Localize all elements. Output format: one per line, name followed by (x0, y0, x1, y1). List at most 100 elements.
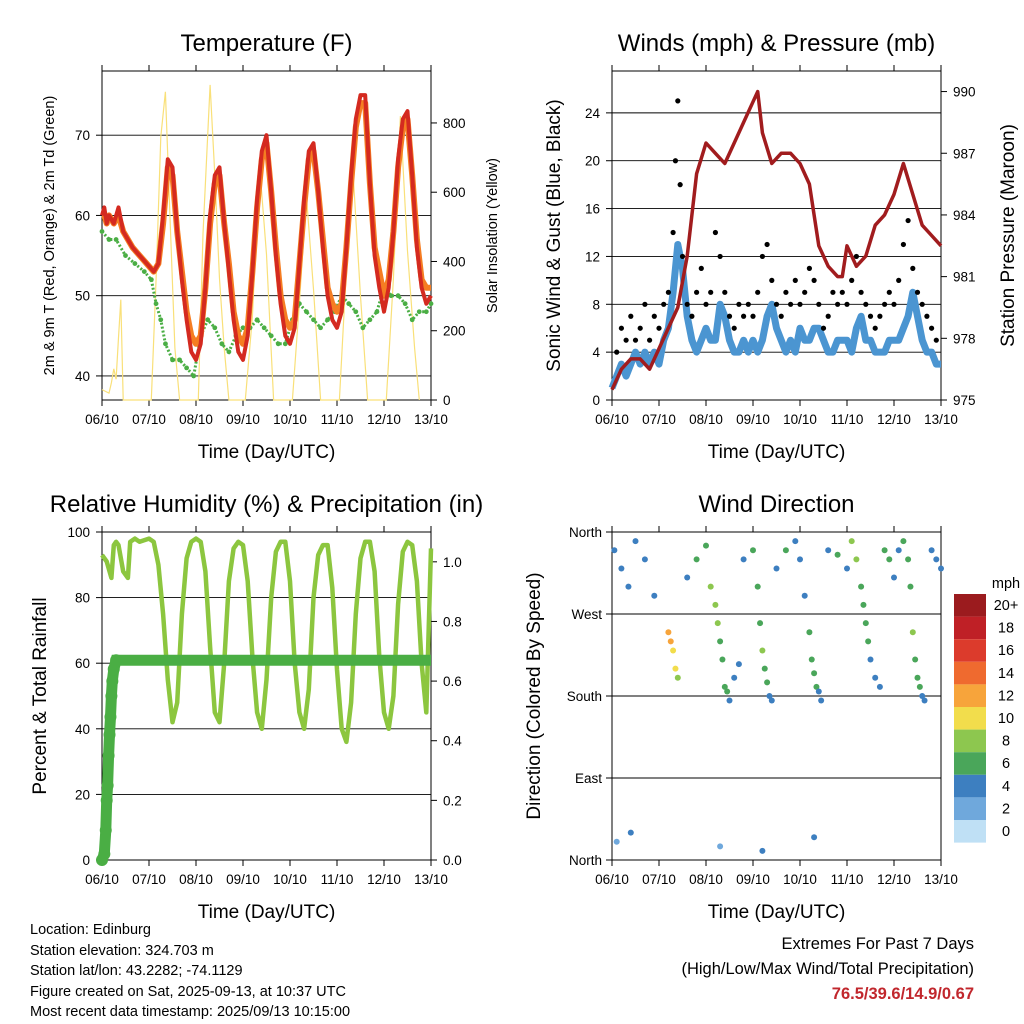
direction-point (905, 556, 912, 563)
gust-point (891, 301, 897, 307)
y-tick-label-winds: 12 (585, 249, 600, 264)
y2-tick-label-winds: 975 (953, 393, 976, 408)
x-tick-label-wind-direction: 10/10 (783, 872, 817, 887)
colorbar-swatch (954, 752, 986, 775)
colorbar-label: 16 (998, 643, 1014, 659)
gust-point (726, 313, 733, 319)
extremes-box: Extremes For Past 7 Days (High/Low/Max W… (681, 932, 974, 1007)
dewpoint-point (205, 317, 211, 323)
gust-point (712, 229, 719, 236)
gust-point (835, 301, 841, 307)
x-axis-label-temperature: Time (Day/UTC) (198, 442, 336, 463)
y-tick-label-humidity: 0 (82, 853, 90, 868)
x-tick-label-wind-direction: 11/10 (831, 872, 864, 887)
plot-frame-winds-pressure (611, 70, 942, 401)
gust-point (745, 301, 751, 307)
x-tick-label-winds-pressure: 11/10 (831, 412, 864, 427)
y2-tick-label-temperature: 200 (443, 324, 466, 339)
y-tick-label-temperature: 40 (75, 369, 90, 384)
gust-point (722, 289, 728, 295)
station-location: Location: Edinburg (30, 922, 151, 938)
x-tick-label-wind-direction: 12/10 (877, 872, 911, 887)
x-tick-label-winds-pressure: 08/10 (689, 412, 723, 427)
gust-point (806, 265, 813, 271)
x-tick-label-winds-pressure: 10/10 (783, 412, 817, 427)
gust-point (675, 98, 681, 104)
gust-point (731, 325, 737, 331)
x-tick-label-humidity-precip: 09/10 (226, 872, 260, 887)
gust-point (778, 313, 784, 319)
direction-point (792, 538, 799, 545)
direction-point (912, 656, 919, 663)
direction-point (670, 647, 677, 654)
direction-point (693, 556, 700, 563)
direction-point (865, 638, 872, 645)
direction-point (797, 556, 803, 563)
direction-point (928, 547, 935, 554)
y-axis-label-winds: Sonic Wind & Gust (Blue, Black) (544, 99, 565, 371)
direction-point (712, 601, 719, 608)
gust-point (886, 289, 892, 295)
gust-point (651, 313, 657, 319)
rainfall-point (110, 654, 123, 667)
colorbar-label: 8 (1002, 734, 1010, 750)
gust-point (867, 313, 874, 319)
y2-tick-label-winds: 987 (953, 146, 976, 161)
gust-point (830, 289, 836, 295)
x-tick-label-temperature: 08/10 (179, 412, 213, 427)
direction-point (806, 629, 813, 636)
x-tick-label-winds-pressure: 12/10 (877, 412, 911, 427)
colorbar-label: 10 (998, 711, 1014, 727)
dewpoint-point (226, 349, 232, 355)
y2-tick-label-humidity: 0.8 (443, 614, 462, 629)
direction-point (909, 629, 916, 636)
colorbar-swatch (954, 684, 986, 707)
colorbar-swatch (954, 820, 986, 843)
dewpoint-point (191, 373, 197, 379)
figure-created: Figure created on Sat, 2025-09-13, at 10… (30, 983, 346, 1000)
colorbar-label: 2 (1002, 801, 1010, 817)
gust-point (647, 337, 653, 343)
x-tick-label-temperature: 11/10 (321, 412, 354, 427)
dewpoint-point (311, 317, 316, 323)
gust-point (642, 301, 648, 307)
dewpoint-point (275, 341, 281, 347)
y-axis-label-direction: Direction (Colored By Speed) (524, 572, 545, 819)
dewpoint-point (132, 261, 138, 266)
dewpoint-point (360, 325, 366, 331)
direction-point (759, 847, 766, 854)
direction-point (900, 538, 907, 545)
x-tick-label-humidity-precip: 08/10 (179, 872, 213, 887)
gust-point (811, 277, 817, 283)
gust-point (816, 301, 822, 307)
x-tick-label-wind-direction: 08/10 (689, 872, 723, 887)
colorbar-label: 14 (998, 666, 1014, 682)
direction-point (672, 665, 679, 672)
direction-point (919, 693, 926, 699)
direction-point (667, 638, 674, 645)
colorbar-label: 6 (1002, 756, 1010, 772)
gust-point (929, 325, 935, 331)
direction-point (921, 697, 928, 704)
x-axis-label-humidity-precip: Time (Day/UTC) (198, 902, 336, 923)
x-tick-label-wind-direction: 09/10 (736, 872, 770, 887)
direction-point (853, 556, 860, 563)
gust-point (623, 337, 629, 343)
direction-point (721, 683, 728, 690)
direction-point (611, 547, 618, 554)
x-tick-label-winds-pressure: 07/10 (642, 412, 676, 427)
x-axis-label-winds-pressure: Time (Day/UTC) (708, 442, 846, 463)
y-tick-label-winds: 24 (585, 106, 601, 121)
x-tick-label-temperature: 12/10 (367, 412, 401, 427)
dewpoint-point (170, 357, 175, 363)
y-tick-label-humidity: 80 (75, 591, 90, 606)
colorbar-swatch (954, 729, 986, 753)
direction-point (641, 556, 648, 563)
direction-point (750, 547, 756, 554)
direction-point (674, 674, 681, 681)
gust-point (741, 313, 747, 319)
y-tick-label-winds: 8 (592, 297, 600, 312)
dewpoint-point (353, 309, 359, 315)
x-tick-label-humidity-precip: 07/10 (132, 872, 166, 887)
